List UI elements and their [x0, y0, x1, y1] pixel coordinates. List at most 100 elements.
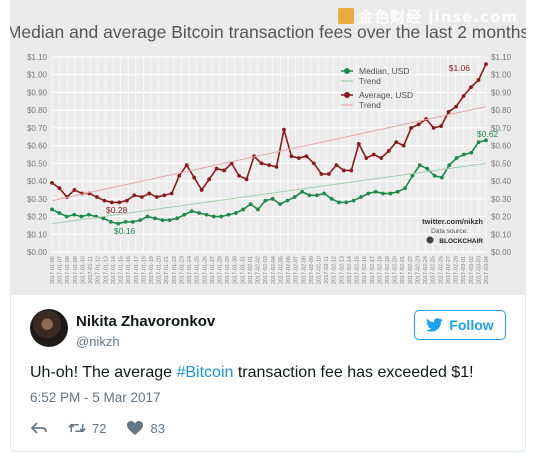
retweet-count: 72	[92, 420, 107, 436]
data-point	[50, 180, 54, 185]
data-point	[344, 200, 349, 205]
legend-label: Trend	[359, 76, 381, 86]
y-tick-left: $0.30	[27, 195, 48, 204]
data-point	[454, 104, 458, 109]
avatar[interactable]	[30, 309, 68, 347]
author-handle[interactable]: @nikzh	[76, 334, 120, 349]
data-point	[319, 172, 324, 176]
data-point	[124, 198, 129, 203]
data-point	[425, 166, 430, 171]
y-tick-right: $0.10	[491, 230, 512, 239]
data-point	[366, 191, 371, 196]
y-tick-right: $0.20	[491, 213, 512, 222]
data-point	[403, 186, 407, 191]
y-tick-left: $0.80	[27, 106, 48, 115]
data-point	[145, 214, 150, 219]
y-tick-right: $0.60	[491, 142, 512, 151]
data-point	[334, 163, 339, 168]
reply-button[interactable]	[30, 420, 48, 436]
data-point	[222, 168, 227, 173]
data-point	[349, 168, 354, 173]
x-tick-label: 2017-02-03	[263, 256, 269, 284]
x-tick-label: 2017-02-08	[301, 256, 307, 284]
x-tick-label: 2017-01-17	[134, 256, 140, 284]
data-point	[447, 163, 452, 168]
y-tick-right: $0.30	[491, 195, 512, 204]
y-tick-left: $0.00	[27, 248, 48, 257]
y-tick-right: $0.40	[491, 177, 512, 186]
x-tick-label: 2017-02-07	[294, 256, 300, 284]
x-tick-label: 2017-02-28	[454, 256, 460, 284]
data-point	[132, 193, 137, 198]
trend-line	[51, 106, 487, 202]
data-point	[117, 200, 122, 205]
watermark-logo-icon	[338, 8, 355, 24]
tweet-timestamp[interactable]: 6:52 PM - 5 Mar 2017	[30, 390, 161, 405]
x-tick-label: 2017-01-26	[202, 256, 208, 284]
data-point	[50, 207, 54, 212]
data-point	[263, 198, 268, 203]
y-tick-right: $0.80	[491, 106, 512, 115]
x-tick-label: 2017-01-07	[58, 256, 64, 284]
legend-label: Median, USD	[359, 66, 410, 76]
x-tick-label: 2017-02-02	[256, 256, 262, 284]
data-point	[72, 212, 76, 217]
like-button[interactable]: 83	[126, 420, 165, 436]
x-tick-label: 2017-02-21	[400, 256, 406, 284]
data-point	[292, 195, 297, 199]
annotation-avg-max: $1.06	[449, 63, 471, 73]
data-point	[386, 149, 391, 153]
tweet-text: Uh-oh! The average #Bitcoin transaction …	[30, 364, 474, 381]
data-point	[469, 85, 473, 90]
hashtag-link[interactable]: #Bitcoin	[176, 364, 234, 381]
data-point	[304, 154, 309, 159]
data-point	[311, 161, 316, 166]
x-tick-label: 2017-01-20	[157, 256, 163, 284]
data-point	[175, 216, 179, 221]
author-name[interactable]: Nikita Zhavoronkov	[76, 313, 216, 330]
data-point	[189, 209, 194, 214]
data-point	[282, 127, 286, 132]
data-point	[439, 124, 444, 129]
data-point	[182, 212, 187, 217]
x-tick-label: 2017-02-27	[446, 256, 452, 284]
y-tick-left: $0.20	[27, 213, 48, 222]
x-tick-label: 2017-02-25	[431, 256, 437, 284]
data-point	[371, 152, 376, 157]
x-tick-label: 2017-01-11	[88, 256, 94, 284]
data-point	[307, 193, 312, 198]
data-point	[162, 193, 167, 198]
data-point	[131, 219, 135, 224]
y-tick-left: $0.90	[27, 88, 48, 97]
data-point	[469, 150, 474, 155]
data-point	[219, 214, 224, 219]
x-tick-label: 2017-01-18	[141, 256, 147, 284]
data-point	[79, 214, 84, 219]
x-tick-label: 2017-02-10	[316, 256, 322, 284]
data-point	[401, 143, 406, 148]
data-point	[244, 177, 249, 182]
retweet-button[interactable]: 72	[68, 420, 106, 436]
data-point	[454, 156, 459, 160]
legend-label: Trend	[359, 100, 381, 110]
x-tick-label: 2017-01-15	[119, 256, 125, 284]
data-point	[241, 207, 246, 212]
x-tick-label: 2017-01-30	[233, 256, 239, 284]
y-tick-left: $1.10	[27, 53, 48, 62]
tweet: Nikita Zhavoronkov @nikzh Follow Uh-oh! …	[10, 295, 526, 452]
y-tick-right: $1.10	[491, 53, 512, 62]
x-tick-label: 2017-01-25	[195, 256, 201, 284]
data-point	[289, 154, 294, 159]
data-point	[336, 200, 341, 205]
data-point	[356, 141, 361, 146]
follow-button[interactable]: Follow	[414, 310, 506, 340]
data-point	[351, 198, 356, 203]
data-point	[364, 156, 369, 160]
data-point	[184, 163, 189, 168]
x-tick-label: 2017-02-13	[339, 256, 345, 284]
data-point	[409, 126, 414, 130]
trend-line	[51, 162, 487, 225]
data-point	[484, 138, 488, 143]
data-point	[394, 140, 399, 144]
legend-marker	[344, 92, 350, 98]
